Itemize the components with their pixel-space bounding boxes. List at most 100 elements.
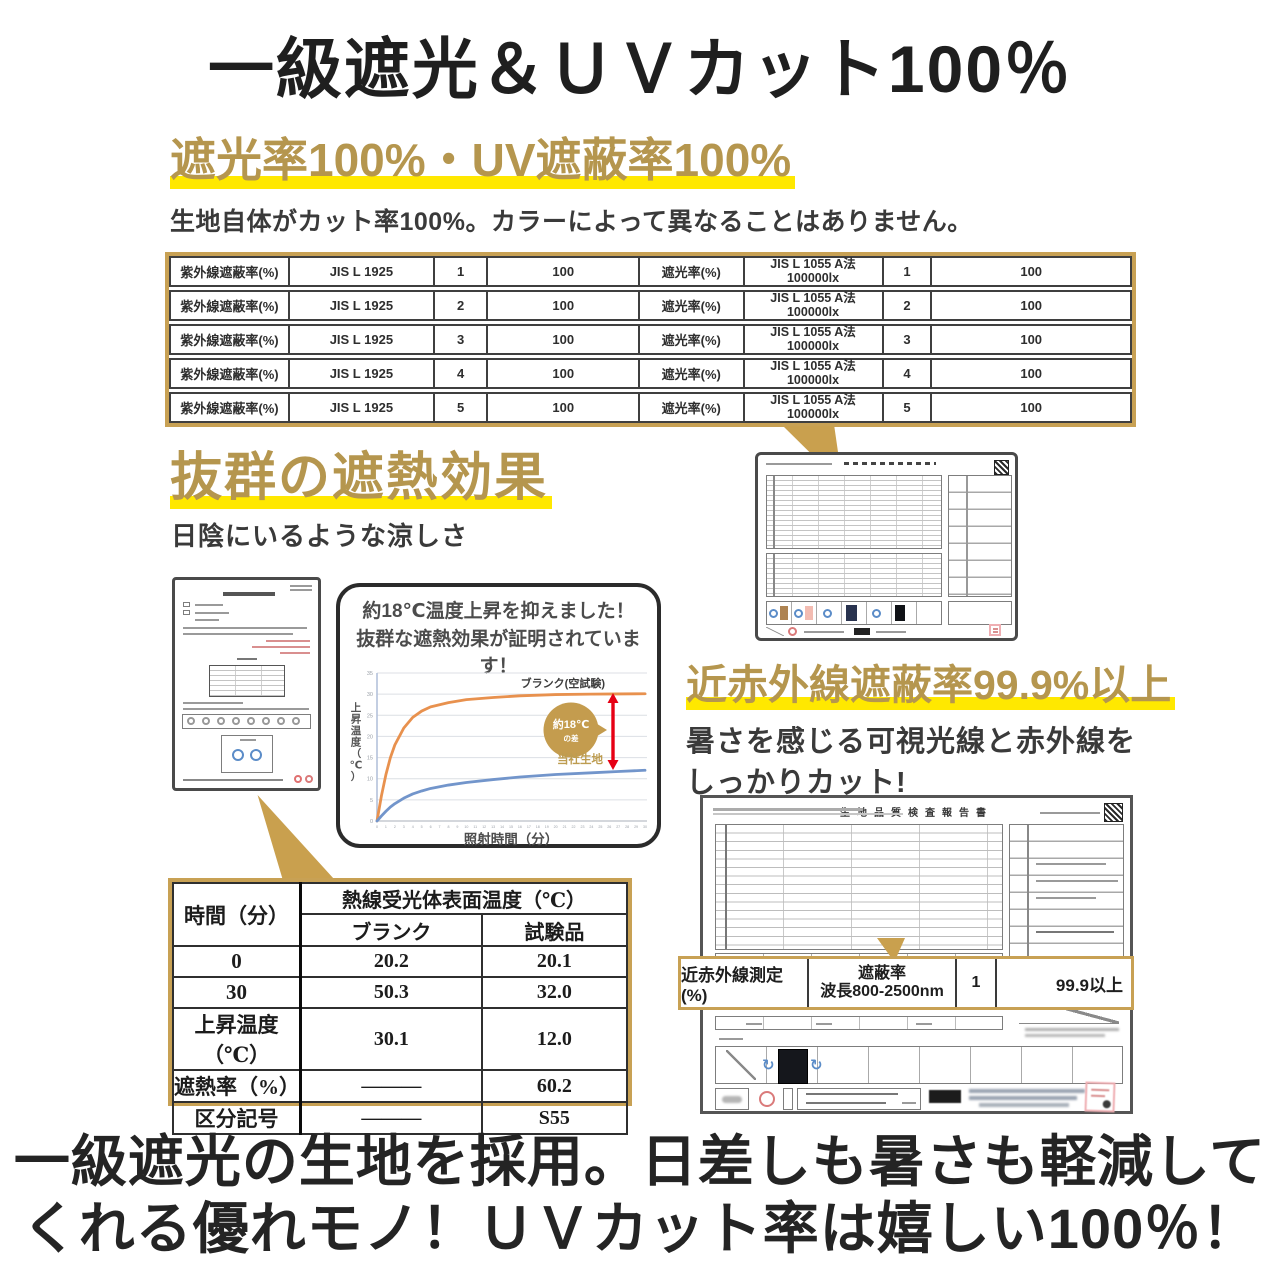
doc-line: [719, 1038, 743, 1040]
series-label-fabric: 当社生地: [557, 752, 603, 766]
blurred-text: [1025, 1028, 1119, 1031]
seal-icon: [277, 717, 285, 725]
washing-symbol-icon: [872, 609, 881, 618]
doc-row: [715, 1016, 1003, 1030]
heat-table-cell: 30.1: [299, 1007, 483, 1071]
heat-table-cell: 32.0: [480, 976, 629, 1009]
uv-table-cell: JIS L 1925: [287, 394, 433, 421]
approval-stamp-icon: [989, 624, 1001, 636]
fabric-swatch-black: [895, 605, 905, 621]
diagonal-strike: [726, 1050, 756, 1080]
certificate-grid: [715, 824, 1003, 950]
heat-table-row: 上昇温度（℃） 30.1 12.0: [172, 1007, 629, 1071]
x-tick-label: 4: [412, 825, 414, 829]
uv-table-cell: 紫外線遮蔽率(%): [180, 265, 279, 280]
x-tick-label: 28: [625, 825, 629, 829]
uv-table-cell: JIS L 1925: [287, 258, 433, 285]
uv-table-cell: 5: [881, 394, 931, 421]
uv-table-row: 紫外線遮蔽率(%) JIS L 1925 4 100 遮光率(%) JIS L 1055 …: [169, 358, 1132, 389]
fabric-swatch-black: [778, 1049, 808, 1084]
doc-box: [715, 1088, 749, 1110]
approval-stamp-icon: [1084, 1081, 1116, 1113]
x-tick-label: 15: [509, 825, 513, 829]
x-tick-label: 27: [616, 825, 620, 829]
red-stamp-icon: [759, 1091, 775, 1107]
doc-line: [816, 1023, 832, 1025]
ir-section-description: 暑さを感じる可視光線と赤外線を しっかりカット!: [686, 722, 1136, 803]
chart-title-line1: 約18℃温度上昇を抑えました！: [362, 601, 635, 622]
doc-line: [1036, 897, 1096, 899]
seal-icon: [202, 717, 210, 725]
x-tick-label: 13: [491, 825, 495, 829]
x-tick-label: 1: [385, 825, 387, 829]
seal-icon: [232, 717, 240, 725]
heat-table-cell: 20.1: [480, 945, 629, 978]
uv-table-cell: 1: [881, 258, 931, 285]
x-tick-label: 20: [554, 825, 558, 829]
blurred-text: [722, 1096, 742, 1103]
heat-table-cell: 0: [172, 945, 303, 978]
blurred-text: [969, 1089, 1085, 1093]
uv-table-cell: 100: [486, 258, 638, 285]
arrowhead-up-icon: [607, 693, 619, 703]
x-tick-label: 8: [447, 825, 449, 829]
washing-symbol-icon: [232, 749, 244, 761]
doc-line: [1036, 863, 1106, 865]
uv-table-cell: 100: [486, 394, 638, 421]
uv-test-certificate-thumbnail: [755, 452, 1018, 641]
y-tick-label: 35: [367, 671, 373, 677]
uv-table-cell: JIS L 1055 A法 100000lx: [742, 394, 882, 421]
x-tick-label: 12: [482, 825, 486, 829]
doc-box: [948, 601, 1012, 625]
chart-series-fabric: [375, 768, 647, 823]
badge-tail: [594, 722, 607, 738]
x-tick-label: 22: [572, 825, 576, 829]
red-stamp-icon: [788, 627, 797, 636]
doc-line: [902, 1102, 916, 1104]
uv-table-cell: JIS L 1925: [287, 360, 433, 387]
ir-band-text: 99.9以上: [1055, 975, 1123, 995]
uv-table-cell: 2: [432, 292, 487, 319]
x-tick-label: 23: [580, 825, 584, 829]
uv-table-cell: 100: [930, 258, 1129, 285]
series-label-blank: ブランク(空試験): [521, 676, 606, 690]
x-tick-label: 0: [376, 825, 378, 829]
heat-table-blank-header: ブランク: [299, 913, 483, 947]
swatch-row: ↻ ↻: [715, 1046, 1123, 1084]
x-tick-label: 14: [500, 825, 504, 829]
heat-table-cell: 30: [172, 976, 303, 1009]
x-tick-label: 24: [589, 825, 593, 829]
certificate-grid: [766, 475, 942, 549]
doc-line: [746, 1023, 762, 1025]
x-tick-label: 26: [607, 825, 611, 829]
x-tick-label: 6: [430, 825, 432, 829]
uv-table-cell: 100: [930, 394, 1129, 421]
ir-section-heading: 近赤外線遮蔽率99.9%以上: [686, 663, 1176, 711]
heat-table-cell: 50.3: [299, 976, 483, 1009]
x-tick-label: 18: [536, 825, 540, 829]
date-box: [797, 1088, 921, 1110]
heat-table-sample-header: 試験品: [480, 913, 629, 947]
doc-line: [876, 631, 906, 633]
chart-title: 約18℃温度上昇を抑えました！ 抜群な遮熱効果が証明されています！: [340, 598, 657, 681]
heat-table-cell: 12.0: [480, 1007, 629, 1071]
heat-table-cell: ———: [299, 1069, 483, 1103]
x-tick-label: 10: [464, 825, 468, 829]
chart-series: [375, 692, 647, 823]
swatch-row: [766, 601, 942, 625]
uv-section-heading: 遮光率100%・UV遮蔽率100%: [170, 135, 796, 189]
heat-result-table: 時間（分） 熱線受光体表面温度（℃） ブランク 試験品 0 20.2 20.1 30 5…: [168, 878, 632, 1135]
stamp-row: [182, 714, 311, 729]
doc-line: [183, 702, 243, 704]
uv-table-cell: JIS L 1055 A法 100000lx: [742, 292, 882, 319]
doc-line: [713, 808, 863, 811]
blurred-text: [969, 1096, 1077, 1100]
arrowhead-down-icon: [607, 760, 619, 770]
heat-table-row: 30 50.3 32.0: [172, 976, 629, 1009]
doc-line: [966, 476, 968, 596]
doc-line: [183, 779, 283, 781]
ir-band-text: 近赤外線測定(%): [681, 965, 783, 1005]
doc-line: [240, 739, 256, 741]
heat-table-cell: 60.2: [480, 1069, 629, 1103]
